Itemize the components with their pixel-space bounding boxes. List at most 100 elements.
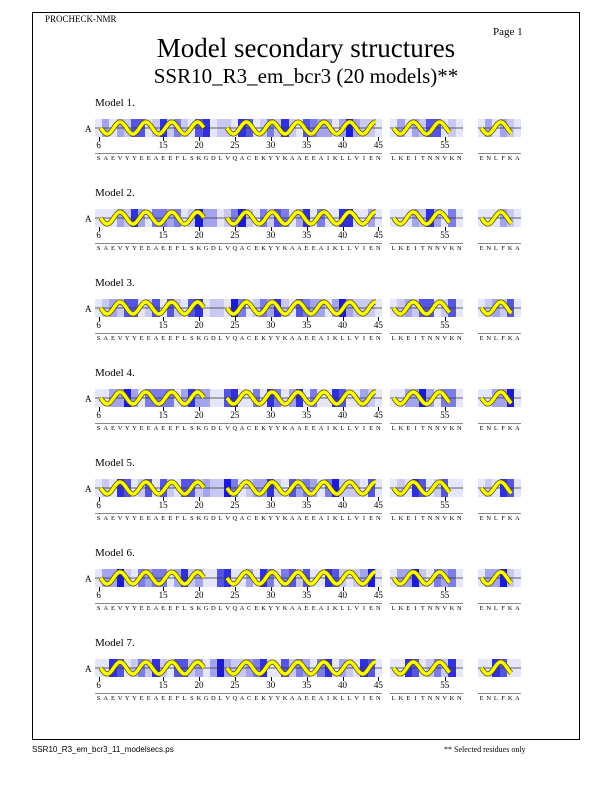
- residue-tick: [342, 317, 344, 321]
- residue-letter: N: [375, 605, 381, 612]
- shading-strip: [478, 119, 522, 137]
- helix-cartoon: [478, 479, 521, 497]
- residue-letter: L: [347, 245, 352, 252]
- residue-letter: A: [153, 605, 159, 612]
- residue-letter: E: [110, 155, 115, 162]
- residue-letter: E: [311, 605, 316, 612]
- residue-letter: L: [182, 155, 187, 162]
- residue-letter: N: [375, 245, 381, 252]
- helix-ribbon: [392, 480, 451, 496]
- helix-cartoon: [95, 209, 382, 227]
- residue-letter: E: [406, 695, 411, 702]
- residue-letter: N: [486, 425, 492, 432]
- residue-letter: V: [225, 605, 231, 612]
- residue-letter: Y: [275, 245, 281, 252]
- chain-label: A: [85, 484, 92, 494]
- residue-tick: [378, 317, 380, 321]
- residue-letter: Y: [268, 605, 274, 612]
- residue-letter: T: [420, 695, 425, 702]
- residue-letter: K: [282, 515, 288, 522]
- residue-letter: E: [304, 515, 309, 522]
- residue-letter: A: [103, 155, 109, 162]
- model-block: Model 4. A 6 15 20 25 30 35 40 45 S A E V Y Y E E A E E F L S K G…: [0, 367, 612, 457]
- helix-ribbon: [392, 210, 451, 226]
- residue-letter: V: [117, 155, 123, 162]
- helix-ribbon: [99, 390, 206, 406]
- sequence-rule: [95, 603, 382, 604]
- residue-letter: K: [261, 605, 266, 612]
- residue-tick: [342, 497, 344, 501]
- residue-letter: V: [225, 515, 231, 522]
- residue-tick: [199, 497, 201, 501]
- residue-letter: N: [456, 425, 462, 432]
- residue-letter: N: [427, 425, 433, 432]
- residue-number: 35: [302, 410, 312, 420]
- residue-letter: Y: [132, 515, 137, 522]
- residue-letter: L: [391, 605, 396, 612]
- residue-letter: A: [289, 335, 295, 342]
- model-label: Model 3.: [95, 277, 135, 289]
- residue-letter: E: [406, 605, 411, 612]
- residue-number: 6: [96, 140, 101, 150]
- residue-letter: Y: [124, 155, 130, 162]
- helix-ribbon: [392, 660, 451, 676]
- model-block: Model 3. A 6 15 20 25 30 35 40 45 S A E V Y Y E E A E E F L S K G…: [0, 277, 612, 367]
- helix-ribbon: [225, 210, 377, 226]
- residue-letter: L: [347, 335, 352, 342]
- residue-letter: N: [435, 515, 440, 522]
- residue-letter: A: [239, 155, 245, 162]
- residue-letter: K: [261, 335, 266, 342]
- residue-letter: L: [182, 695, 187, 702]
- residue-number: 15: [158, 320, 168, 330]
- residue-letter: K: [261, 155, 266, 162]
- residue-tick: [270, 407, 272, 411]
- residue-letter: T: [420, 425, 425, 432]
- residue-letter: E: [161, 695, 166, 702]
- residue-letter: E: [139, 245, 144, 252]
- residue-letter: N: [375, 335, 381, 342]
- residue-letter: Y: [268, 245, 274, 252]
- footer-note: ** Selected residues only: [444, 745, 526, 754]
- helix-ribbon: [99, 300, 206, 316]
- residue-letter: E: [168, 605, 173, 612]
- residue-letter: G: [203, 155, 209, 162]
- residue-letter: A: [297, 245, 302, 252]
- residue-tick: [234, 137, 236, 141]
- helix-ribbon: [225, 480, 377, 496]
- residue-letter: N: [435, 155, 440, 162]
- residue-letter: N: [456, 335, 462, 342]
- residue-letter: L: [182, 515, 187, 522]
- residue-letter: E: [304, 245, 309, 252]
- residue-letter: A: [103, 695, 109, 702]
- residue-letter: A: [103, 335, 109, 342]
- residue-letter: K: [261, 245, 266, 252]
- residue-letter: L: [493, 605, 498, 612]
- residue-tick: [98, 587, 100, 591]
- residue-letter: N: [435, 695, 440, 702]
- residue-letter: Y: [132, 335, 137, 342]
- residue-letter: L: [493, 695, 498, 702]
- model-label: Model 2.: [95, 187, 135, 199]
- residue-letter: E: [369, 515, 374, 522]
- residue-letter: A: [515, 245, 520, 252]
- chain-label: A: [85, 574, 92, 584]
- residue-number: 55: [440, 140, 450, 150]
- model-block: Model 6. A 6 15 20 25 30 35 40 45 S A E V Y Y E E A E E F L S K G…: [0, 547, 612, 637]
- residue-number: 30: [266, 680, 276, 690]
- residue-tick: [270, 587, 272, 591]
- residue-letter: E: [369, 155, 374, 162]
- residue-letter: E: [479, 335, 484, 342]
- residue-letter: S: [96, 155, 101, 162]
- residue-letter: T: [420, 605, 425, 612]
- helix-cartoon: [390, 479, 463, 497]
- residue-letter: G: [203, 335, 209, 342]
- residue-tick: [98, 317, 100, 321]
- sequence-rule: [390, 153, 463, 154]
- residue-letter: E: [139, 425, 144, 432]
- residue-number: 55: [440, 410, 450, 420]
- shading-strip: [478, 659, 522, 677]
- helix-cartoon: [390, 389, 463, 407]
- residue-letter: E: [139, 155, 144, 162]
